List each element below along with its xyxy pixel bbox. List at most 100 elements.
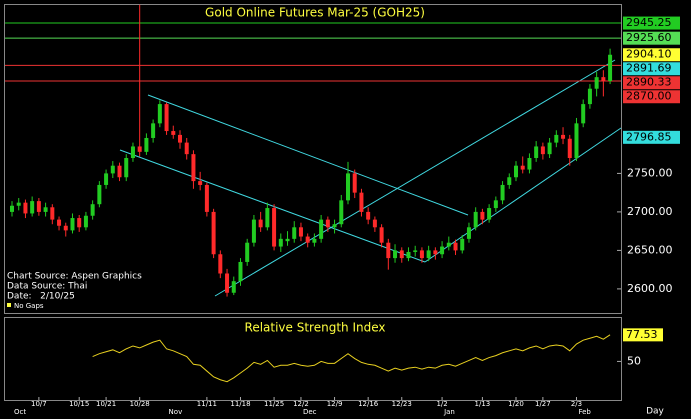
x-tick-label: 12/9 bbox=[327, 400, 343, 408]
x-unit: Day bbox=[646, 407, 664, 417]
candle-body bbox=[325, 219, 330, 228]
candle-body bbox=[104, 173, 109, 185]
candle-body bbox=[352, 173, 357, 193]
candle-body bbox=[406, 251, 411, 259]
candle-body bbox=[265, 208, 270, 228]
candle-body bbox=[211, 211, 216, 255]
trendline bbox=[119, 149, 426, 263]
price-label: 2945.25 bbox=[626, 16, 672, 29]
candle-body bbox=[83, 215, 88, 228]
candle-body bbox=[151, 123, 156, 138]
trendline bbox=[147, 94, 469, 216]
candle-body bbox=[63, 225, 68, 231]
candle-body bbox=[225, 273, 230, 293]
candle-body bbox=[366, 211, 371, 220]
x-tick-label: 12/23 bbox=[392, 400, 412, 408]
price-label-box bbox=[623, 48, 680, 62]
note: Data Source: Thai bbox=[7, 282, 87, 292]
candle-body bbox=[292, 227, 297, 239]
candle-body bbox=[184, 142, 189, 155]
candle-body bbox=[527, 157, 532, 170]
candle-body bbox=[534, 146, 539, 158]
candle-body bbox=[157, 104, 162, 124]
candle-body bbox=[359, 192, 364, 212]
candle-body bbox=[164, 104, 169, 132]
candle-body bbox=[520, 165, 525, 170]
candle-body bbox=[178, 134, 182, 143]
candle-body bbox=[50, 207, 55, 220]
price-label: 2870.00 bbox=[626, 90, 672, 103]
price-label-box bbox=[623, 62, 680, 76]
candle-body bbox=[312, 238, 317, 243]
candle-body bbox=[379, 227, 384, 243]
x-tick-label: 11/11 bbox=[197, 400, 217, 408]
x-tick-label: 10/21 bbox=[96, 400, 116, 408]
candle-body bbox=[77, 218, 82, 228]
rsi-label: 77.53 bbox=[626, 328, 658, 341]
rsi-tick-label: 50 bbox=[627, 354, 641, 367]
candle-body bbox=[16, 202, 21, 206]
note: No Gaps bbox=[14, 302, 44, 310]
rsi-panel bbox=[4, 317, 622, 401]
candle-body bbox=[124, 157, 129, 178]
rsi-title: Relative Strength Index bbox=[245, 321, 386, 335]
candle-body bbox=[70, 218, 75, 231]
candle-body bbox=[144, 137, 149, 152]
month-label: Dec bbox=[303, 408, 317, 416]
rsi-label-box bbox=[623, 328, 663, 342]
candle-body bbox=[171, 131, 176, 135]
price-panel bbox=[4, 4, 622, 314]
candle-body bbox=[251, 219, 256, 243]
trendline bbox=[424, 127, 622, 263]
candle-body bbox=[339, 200, 344, 225]
trendlines bbox=[119, 59, 622, 297]
x-tick-label: 10/28 bbox=[130, 400, 150, 408]
candle-body bbox=[305, 236, 310, 243]
candle-body bbox=[191, 154, 196, 182]
x-tick-label: 1/13 bbox=[475, 400, 491, 408]
note: Chart Source: Aspen Graphics bbox=[7, 272, 142, 282]
candle-body bbox=[57, 219, 62, 226]
candle-body bbox=[372, 219, 377, 228]
candle-body bbox=[36, 201, 41, 212]
candle-body bbox=[460, 238, 465, 251]
x-tick-label: 10/7 bbox=[31, 400, 47, 408]
candle-body bbox=[574, 123, 579, 158]
candle-body bbox=[245, 242, 250, 262]
candle-body bbox=[554, 134, 559, 143]
candle-body bbox=[493, 200, 498, 209]
price-label-box bbox=[623, 76, 680, 90]
candle-body bbox=[608, 54, 613, 81]
candle-body bbox=[466, 227, 471, 239]
candle-body bbox=[473, 211, 478, 228]
price-label: 2904.10 bbox=[626, 48, 672, 61]
candle-body bbox=[30, 201, 35, 214]
candle-body bbox=[487, 208, 492, 220]
candle-body bbox=[547, 142, 552, 155]
candle-body bbox=[514, 165, 518, 178]
candle-body bbox=[319, 219, 324, 239]
candle-body bbox=[393, 250, 398, 259]
candle-body bbox=[332, 224, 337, 228]
candle-body bbox=[90, 204, 95, 216]
candle-body bbox=[346, 173, 350, 201]
y-tick-label: 2650.00 bbox=[627, 243, 673, 256]
candle-body bbox=[97, 184, 102, 205]
price-label-box bbox=[623, 130, 680, 144]
x-tick-label: 12/16 bbox=[358, 400, 379, 408]
candle-body bbox=[204, 184, 209, 212]
price-label: 2925.60 bbox=[626, 31, 672, 44]
candle-body bbox=[413, 250, 418, 252]
candle-body bbox=[581, 104, 586, 124]
candle-body bbox=[285, 238, 290, 242]
candle-body bbox=[137, 146, 142, 152]
x-tick-label: 2/3 bbox=[571, 400, 582, 408]
x-tick-label: 1/2 bbox=[436, 400, 447, 408]
chart-title: Gold Online Futures Mar-25 (GOH25) bbox=[205, 6, 425, 20]
note: Date: 2/10/25 bbox=[7, 292, 75, 302]
candle-body bbox=[594, 77, 599, 89]
candle-body bbox=[238, 261, 243, 282]
price-label-box bbox=[623, 90, 680, 104]
candle-body bbox=[258, 219, 263, 228]
x-tick-label: 11/25 bbox=[264, 400, 284, 408]
